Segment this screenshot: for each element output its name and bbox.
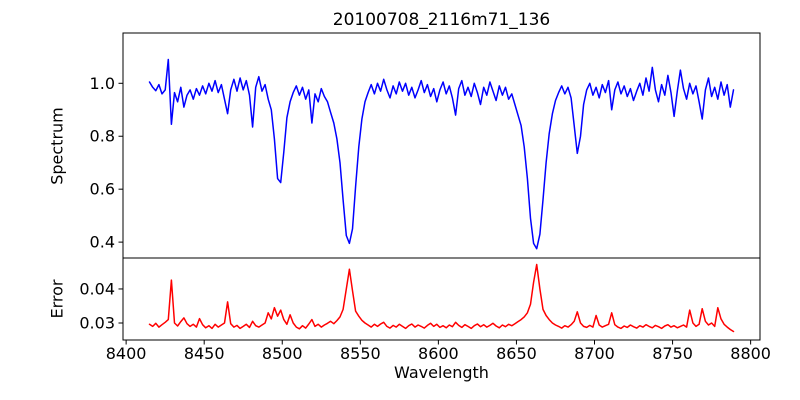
x-tick-label: 8550 (340, 344, 381, 363)
x-tick-label: 8650 (496, 344, 537, 363)
wavelength-x-axis-label: Wavelength (394, 363, 489, 382)
x-tick-label: 8500 (262, 344, 303, 363)
y-tick-label: 0.04 (79, 279, 115, 298)
x-tick-label: 8700 (574, 344, 615, 363)
y-tick-label: 0.03 (79, 313, 115, 332)
x-tick-label: 8450 (184, 344, 225, 363)
error-line (148, 263, 735, 333)
error-y-axis-label: Error (47, 279, 67, 319)
spectrum-y-axis-label: Spectrum (47, 107, 67, 185)
y-tick-label: 0.6 (90, 180, 115, 199)
y-tick-label: 1.0 (90, 74, 115, 93)
spectrum-panel-frame (122, 32, 761, 259)
x-tick-label: 8600 (418, 344, 459, 363)
x-tick-label: 8800 (730, 344, 771, 363)
chart-title: 20100708_2116m71_136 (332, 10, 551, 30)
error-panel-frame (122, 257, 761, 341)
y-tick-label: 0.8 (90, 127, 115, 146)
x-tick-label: 8750 (652, 344, 693, 363)
spectrum-line (148, 58, 735, 250)
y-tick-label: 0.4 (90, 233, 115, 252)
x-tick-label: 8400 (106, 344, 147, 363)
